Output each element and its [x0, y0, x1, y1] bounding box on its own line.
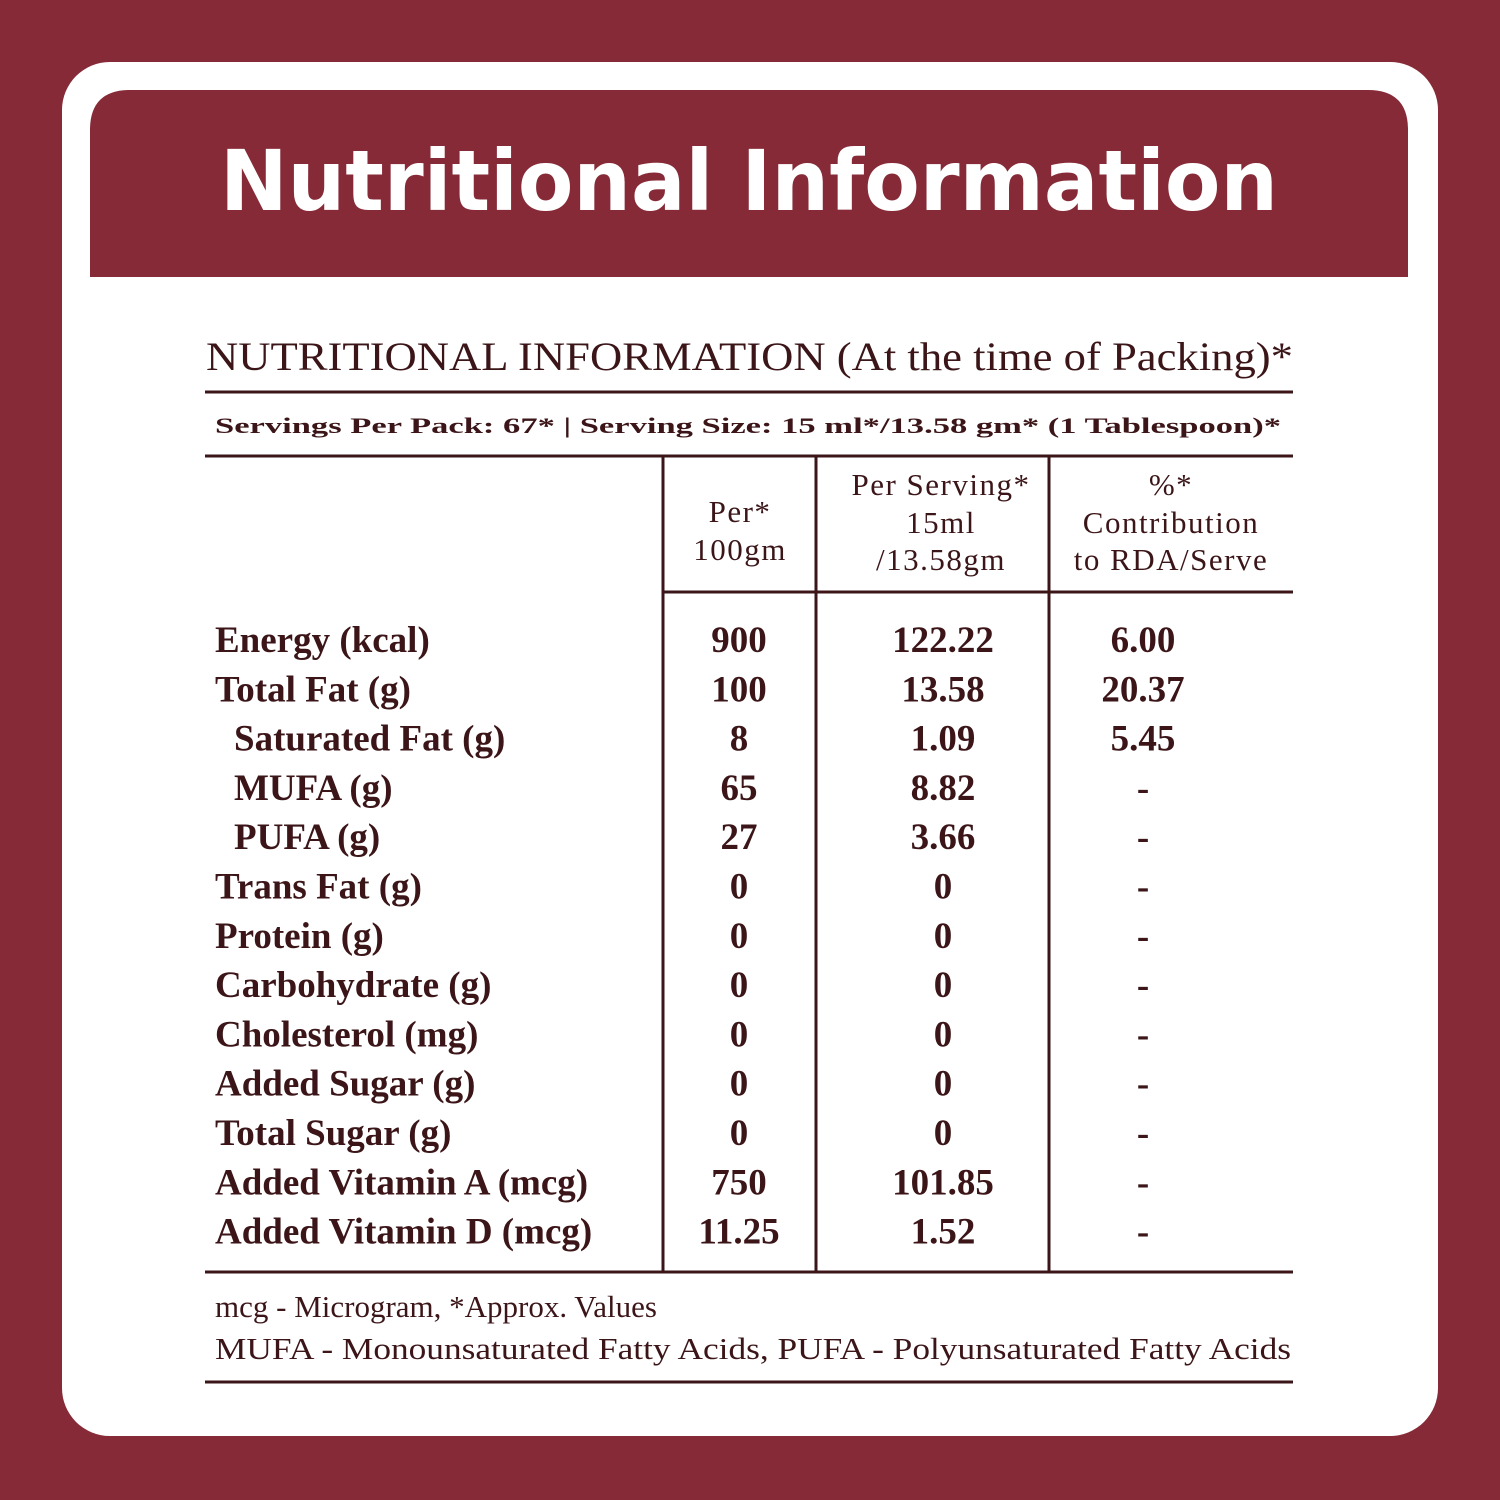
column-header: /13.58gm — [876, 542, 1006, 577]
cell-value: - — [1137, 1212, 1149, 1253]
row-label: Added Vitamin A (mcg) — [215, 1162, 588, 1203]
serving-info: Servings Per Pack: 67* | Serving Size: 1… — [215, 413, 1281, 438]
row-label: Energy (kcal) — [215, 620, 430, 661]
row-label: Added Vitamin D (mcg) — [215, 1212, 592, 1253]
cell-value: 1.09 — [911, 719, 976, 760]
column-header: 15ml — [906, 505, 976, 540]
cell-value: - — [1137, 768, 1149, 809]
row-label: Saturated Fat (g) — [234, 719, 505, 760]
cell-value: 0 — [934, 916, 953, 957]
cell-value: 0 — [730, 1064, 749, 1105]
column-header: Per* — [709, 494, 772, 529]
cell-value: 0 — [934, 1014, 953, 1055]
cell-value: 0 — [934, 1113, 953, 1154]
cell-value: 0 — [730, 1014, 749, 1055]
cell-value: 27 — [721, 817, 758, 858]
row-label: Cholesterol (mg) — [215, 1014, 478, 1055]
cell-value: 3.66 — [911, 817, 976, 858]
column-header: %* — [1149, 467, 1193, 502]
footnote: MUFA - Monounsaturated Fatty Acids, PUFA… — [215, 1331, 1291, 1366]
table-title: NUTRITIONAL INFORMATION (At the time of … — [206, 334, 1293, 379]
cell-value: 1.52 — [911, 1212, 976, 1253]
column-header: Contribution — [1083, 505, 1259, 540]
column-header: to RDA/Serve — [1074, 542, 1269, 577]
cell-value: 122.22 — [892, 620, 994, 661]
header-title: Nutritional Information — [220, 132, 1278, 230]
row-label: Total Sugar (g) — [215, 1113, 451, 1154]
cell-value: - — [1137, 1014, 1149, 1055]
cell-value: 8 — [730, 719, 749, 760]
row-label: MUFA (g) — [234, 768, 393, 809]
row-label: PUFA (g) — [234, 817, 380, 858]
cell-value: - — [1137, 965, 1149, 1006]
row-label: Total Fat (g) — [215, 669, 411, 710]
cell-value: - — [1137, 867, 1149, 908]
row-label: Carbohydrate (g) — [215, 965, 491, 1006]
cell-value: 101.85 — [892, 1162, 994, 1203]
cell-value: 20.37 — [1101, 669, 1184, 710]
cell-value: 750 — [711, 1162, 767, 1203]
cell-value: 11.25 — [698, 1212, 779, 1253]
card — [62, 62, 1438, 1436]
cell-value: 0 — [730, 1113, 749, 1154]
cell-value: 8.82 — [911, 768, 976, 809]
column-header: 100gm — [693, 532, 787, 567]
row-label: Trans Fat (g) — [215, 867, 422, 908]
cell-value: - — [1137, 1113, 1149, 1154]
cell-value: 5.45 — [1111, 719, 1176, 760]
cell-value: 0 — [934, 1064, 953, 1105]
cell-value: 0 — [730, 867, 749, 908]
cell-value: - — [1137, 916, 1149, 957]
cell-value: 900 — [711, 620, 767, 661]
column-header: Per Serving* — [851, 467, 1030, 502]
cell-value: 0 — [730, 965, 749, 1006]
cell-value: 13.58 — [901, 669, 984, 710]
cell-value: 6.00 — [1111, 620, 1176, 661]
cell-value: 100 — [711, 669, 767, 710]
cell-value: - — [1137, 1064, 1149, 1105]
row-label: Protein (g) — [215, 916, 384, 957]
cell-value: 0 — [934, 965, 953, 1006]
cell-value: 65 — [721, 768, 758, 809]
cell-value: - — [1137, 817, 1149, 858]
header-band — [90, 90, 1408, 277]
cell-value: 0 — [934, 867, 953, 908]
cell-value: - — [1137, 1162, 1149, 1203]
row-label: Added Sugar (g) — [215, 1064, 475, 1105]
footnote: mcg - Microgram, *Approx. Values — [215, 1289, 657, 1324]
cell-value: 0 — [730, 916, 749, 957]
